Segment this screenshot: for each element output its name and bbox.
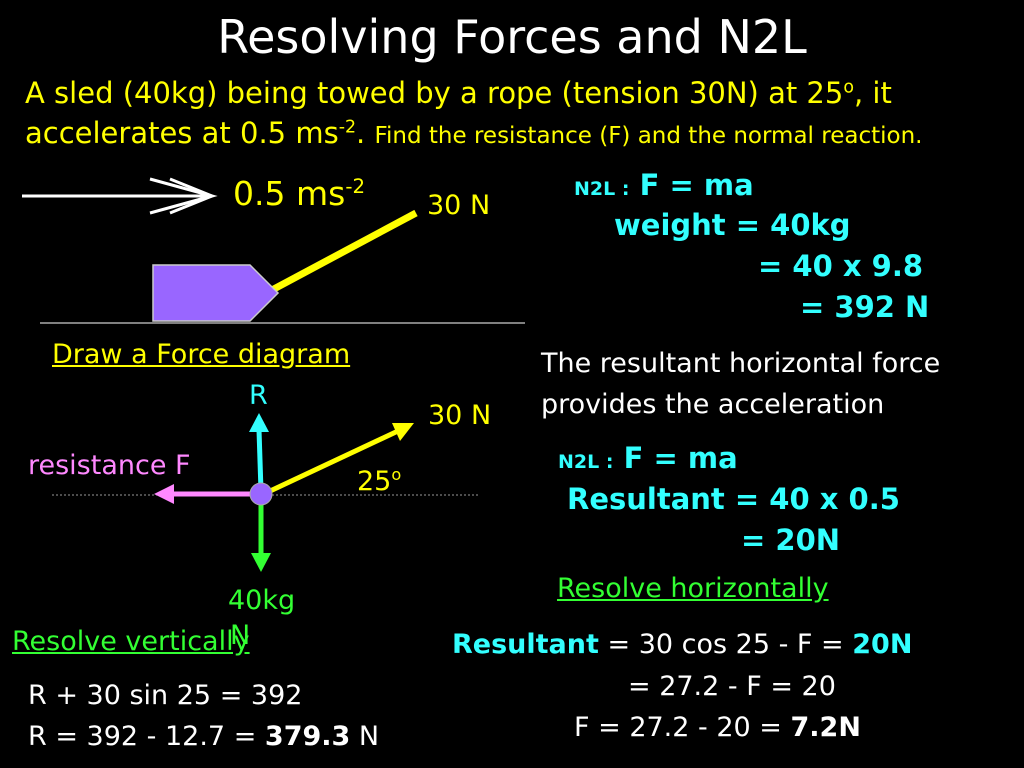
problem-question: Find the resistance (F) and the normal r… bbox=[374, 123, 923, 149]
horizontal-eq-3-value: 7.2N bbox=[790, 712, 861, 743]
resultant-line-1: Resultant = 40 x 0.5 bbox=[567, 482, 900, 516]
weight-line-1: weight = 40kg bbox=[614, 208, 851, 242]
problem-line-1: A sled (40kg) being towed by a rope (ten… bbox=[25, 76, 892, 110]
problem-line-2-text: accelerates at 0.5 ms bbox=[25, 116, 339, 150]
n2l-weight-equation: F = ma bbox=[639, 168, 754, 202]
problem-line-2: accelerates at 0.5 ms-2. Find the resist… bbox=[25, 116, 922, 150]
weight-label-line-1: 40kg bbox=[228, 585, 296, 616]
acceleration-value: 0.5 ms bbox=[233, 174, 346, 213]
problem-line-1-end: , it bbox=[853, 76, 892, 110]
n2l-weight-prefix: N2L : bbox=[574, 178, 630, 200]
tension-arrowhead bbox=[392, 423, 414, 441]
problem-degree-sup: o bbox=[843, 77, 854, 98]
weight-arrowhead bbox=[251, 553, 271, 572]
angle-value: 25 bbox=[357, 466, 392, 497]
problem-line-1-text: A sled (40kg) being towed by a rope (ten… bbox=[25, 76, 844, 110]
tension-arrow bbox=[266, 428, 400, 495]
horizontal-eq-1-value: 20N bbox=[852, 629, 913, 660]
weight-label-line-2: N bbox=[230, 620, 251, 651]
horizontal-resultant-label: Resultant bbox=[452, 629, 599, 660]
vertical-eq-2-value: 379.3 bbox=[264, 721, 351, 752]
vertical-eq-2-unit: N bbox=[358, 721, 380, 752]
angle-sup: o bbox=[391, 465, 402, 484]
sled-tension-label: 30 N bbox=[427, 190, 491, 221]
weight-line-3: = 392 N bbox=[800, 290, 930, 324]
n2l-resultant-equation: F = ma bbox=[623, 441, 738, 475]
normal-reaction-label: R bbox=[249, 380, 268, 411]
resolve-vertical-heading: Resolve vertically bbox=[12, 626, 250, 657]
horizontal-eq-1: Resultant = 30 cos 25 - F = 20N bbox=[452, 629, 912, 660]
horizontal-eq-1-mid: = 30 cos 25 - F = bbox=[607, 629, 844, 660]
acceleration-label: 0.5 ms-2 bbox=[233, 174, 365, 213]
force-diagram-heading: Draw a Force diagram bbox=[52, 339, 351, 370]
resultant-line-2: = 20N bbox=[741, 523, 841, 557]
resolve-horizontal-heading: Resolve horizontally bbox=[557, 573, 829, 604]
weight-line-2: = 40 x 9.8 bbox=[758, 249, 924, 283]
resultant-note-line-2: provides the acceleration bbox=[541, 389, 885, 420]
normal-reaction-arrowhead bbox=[249, 413, 269, 432]
resistance-arrowhead bbox=[154, 484, 174, 504]
acceleration-sup: -2 bbox=[345, 175, 366, 198]
resistance-label: resistance F bbox=[28, 450, 191, 481]
problem-line-2-end: . bbox=[356, 116, 366, 150]
vertical-eq-1: R + 30 sin 25 = 392 bbox=[28, 680, 303, 711]
angle-label: 25o bbox=[357, 466, 401, 497]
horizontal-eq-3: F = 27.2 - 20 = 7.2N bbox=[574, 712, 861, 743]
n2l-resultant-header: N2L : F = ma bbox=[558, 441, 738, 475]
horizontal-eq-3-main: F = 27.2 - 20 = bbox=[574, 712, 782, 743]
acceleration-arrow bbox=[22, 177, 218, 215]
n2l-weight-header: N2L : F = ma bbox=[574, 168, 754, 202]
problem-accel-sup: -2 bbox=[338, 117, 357, 138]
n2l-resultant-prefix: N2L : bbox=[558, 451, 614, 473]
vertical-eq-2-main: R = 392 - 12.7 = bbox=[28, 721, 257, 752]
normal-reaction-arrow bbox=[256, 429, 264, 492]
rope-line bbox=[270, 209, 418, 294]
slide-title: Resolving Forces and N2L bbox=[217, 10, 807, 64]
diagram-tension-label: 30 N bbox=[428, 400, 492, 431]
horizontal-eq-2: = 27.2 - F = 20 bbox=[628, 671, 836, 702]
vertical-eq-2: R = 392 - 12.7 = 379.3 N bbox=[28, 721, 379, 752]
sled-shape bbox=[152, 264, 280, 322]
resultant-note-line-1: The resultant horizontal force bbox=[541, 348, 941, 379]
particle-point bbox=[249, 482, 273, 506]
